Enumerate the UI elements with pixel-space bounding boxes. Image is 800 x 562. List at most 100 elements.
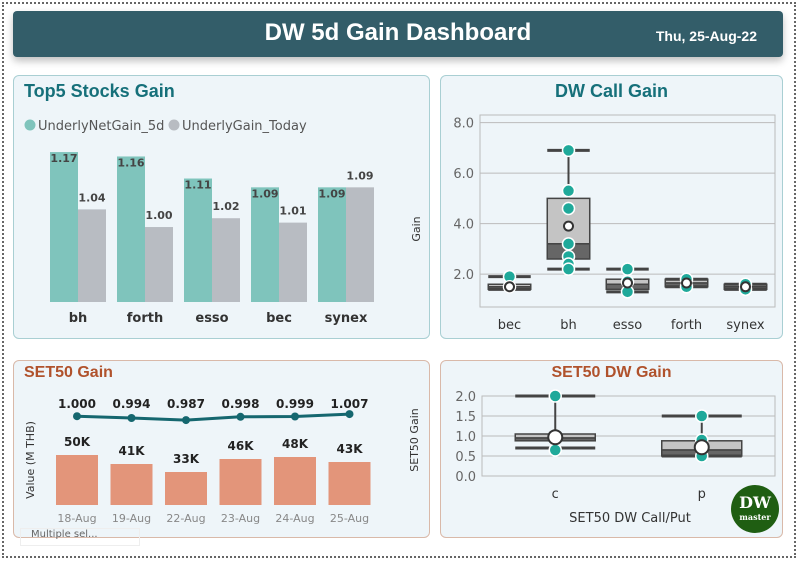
x-tick-label: c	[552, 487, 559, 502]
x-tick-label: synex	[726, 318, 764, 333]
data-label: 1.09	[318, 187, 345, 200]
line-label: 0.994	[113, 397, 151, 411]
bar-esso-0	[184, 178, 212, 302]
bar-23-Aug	[219, 459, 262, 505]
mean-marker	[563, 220, 574, 232]
data-point	[561, 143, 576, 158]
dw-master-logo: DW master	[731, 485, 779, 533]
x-tick-label: forth	[671, 318, 702, 333]
y-tick-label: 0.5	[455, 450, 476, 465]
data-point	[548, 389, 562, 403]
line-label: 0.999	[276, 397, 314, 411]
report-date: Thu, 25-Aug-22	[655, 28, 757, 44]
y-tick-label: 2.0	[453, 268, 474, 283]
x-tick-label: bh	[69, 311, 88, 326]
data-point	[561, 184, 576, 198]
dw-call-title: DW Call Gain	[554, 81, 668, 101]
x-tick-label: bh	[560, 318, 577, 333]
legend-marker	[24, 119, 36, 131]
bar-label: 48K	[282, 437, 309, 451]
line-label: 0.987	[167, 397, 205, 411]
x-tick-label: p	[698, 487, 706, 502]
mean-marker	[681, 277, 692, 289]
header-banner: DW 5d Gain Dashboard Thu, 25-Aug-22	[13, 11, 783, 57]
logo-subtext: master	[739, 512, 771, 522]
data-point	[620, 262, 635, 276]
bar-label: 43K	[337, 442, 364, 456]
line-label: 1.007	[331, 397, 369, 411]
data-label: 1.04	[78, 191, 105, 204]
legend-marker	[168, 119, 180, 131]
mean-marker	[547, 429, 564, 446]
x-axis-label: SET50 DW Call/Put	[569, 511, 691, 526]
bar-esso-1	[212, 218, 240, 302]
x-tick-label: bec	[266, 311, 292, 326]
data-label: 1.01	[279, 205, 306, 218]
y-tick-label: 1.0	[455, 430, 476, 445]
bar-bec-0	[251, 187, 279, 302]
line-point	[127, 414, 136, 422]
data-label: 1.16	[117, 156, 144, 169]
x-tick-label: 22-Aug	[166, 512, 205, 525]
x-tick-label: 23-Aug	[221, 512, 260, 525]
bar-label: 50K	[64, 435, 91, 449]
line-point	[236, 412, 245, 421]
data-point	[561, 237, 576, 251]
logo-text: DW	[739, 493, 771, 512]
page-title: DW 5d Gain Dashboard	[264, 19, 532, 46]
data-label: 1.00	[145, 209, 172, 222]
mean-marker	[693, 439, 710, 456]
data-point	[548, 443, 562, 457]
bar-synex-1	[346, 187, 374, 302]
bar-19-Aug	[110, 464, 153, 505]
set50-dw-title: SET50 DW Gain	[551, 364, 672, 381]
y-tick-label: 8.0	[453, 117, 474, 132]
bar-bec-1	[279, 222, 307, 302]
line-point	[182, 416, 190, 425]
set50-gain-line	[76, 412, 350, 422]
data-label: 1.09	[251, 187, 278, 200]
bar-bh-1	[78, 209, 106, 302]
data-label: 1.11	[184, 179, 211, 192]
mean-marker	[504, 281, 515, 293]
bar-label: 33K	[173, 452, 200, 466]
x-tick-label: forth	[127, 311, 163, 326]
data-label: 1.02	[212, 200, 239, 213]
y-tick-label: 4.0	[453, 218, 474, 233]
bar-label: 46K	[228, 439, 255, 453]
bar-24-Aug	[274, 457, 316, 505]
set50-title: SET50 Gain	[24, 364, 113, 381]
bar-forth-1	[145, 227, 173, 302]
mean-marker	[622, 277, 633, 289]
bar-synex-0	[318, 187, 346, 302]
plot-area	[479, 114, 776, 308]
bar-label: 41K	[119, 444, 146, 458]
y-axis-label: Value (M THB)	[24, 421, 37, 499]
line-point	[345, 410, 354, 419]
bar-22-Aug	[165, 472, 207, 505]
y-tick-label: 2.0	[455, 390, 476, 405]
bar-forth-0	[117, 156, 145, 302]
bar-18-Aug	[56, 455, 98, 505]
legend-label: UnderlyNetGain_5d	[38, 119, 164, 134]
x-tick-label: 18-Aug	[57, 512, 96, 525]
line-point	[291, 412, 299, 421]
y-tick-label: 1.5	[455, 410, 476, 425]
y-tick-label: 6.0	[453, 167, 474, 182]
x-tick-label: esso	[195, 311, 228, 326]
y-tick-label: 0.0	[455, 470, 476, 485]
line-point	[73, 412, 81, 421]
legend-label: UnderlyGain_Today	[182, 119, 307, 134]
data-label: 1.17	[50, 152, 77, 165]
x-tick-label: bec	[498, 318, 521, 333]
bar-bh-0	[50, 152, 78, 302]
y-axis-label: SET50 Gain	[408, 408, 421, 471]
x-tick-label: synex	[325, 311, 368, 326]
x-tick-label: 25-Aug	[330, 512, 369, 525]
data-label: 1.09	[346, 169, 373, 182]
multiple-selection-slicer[interactable]: Multiple sel...	[20, 528, 140, 546]
line-label: 1.000	[58, 397, 96, 411]
data-point	[561, 262, 576, 276]
